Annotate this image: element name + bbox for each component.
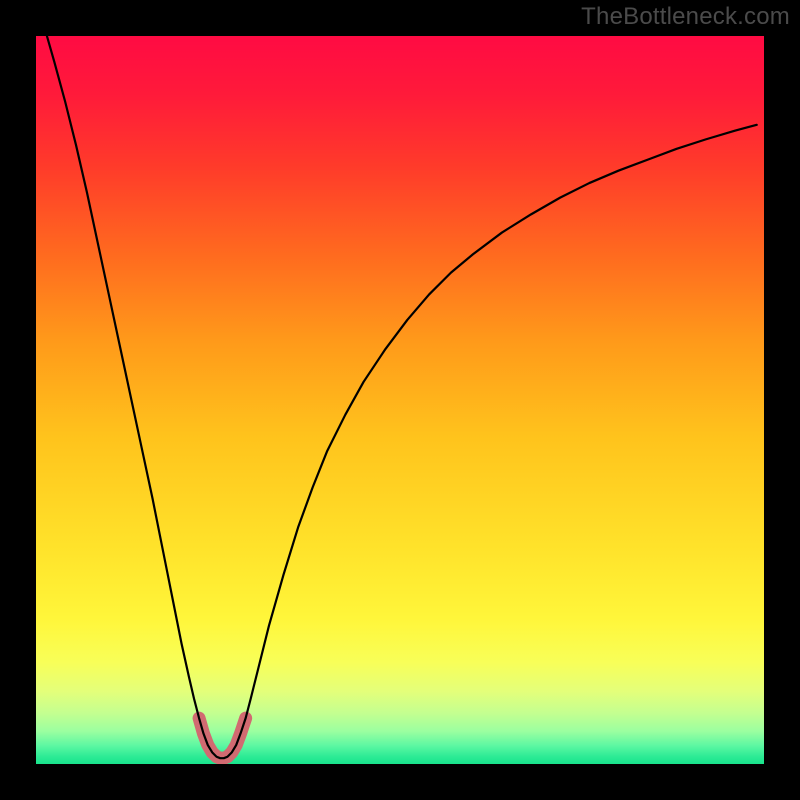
watermark-text: TheBottleneck.com <box>581 3 790 31</box>
bottleneck-chart <box>36 36 764 764</box>
plot-area <box>36 36 764 764</box>
chart-frame: TheBottleneck.com <box>0 0 800 800</box>
gradient-background <box>36 36 764 764</box>
